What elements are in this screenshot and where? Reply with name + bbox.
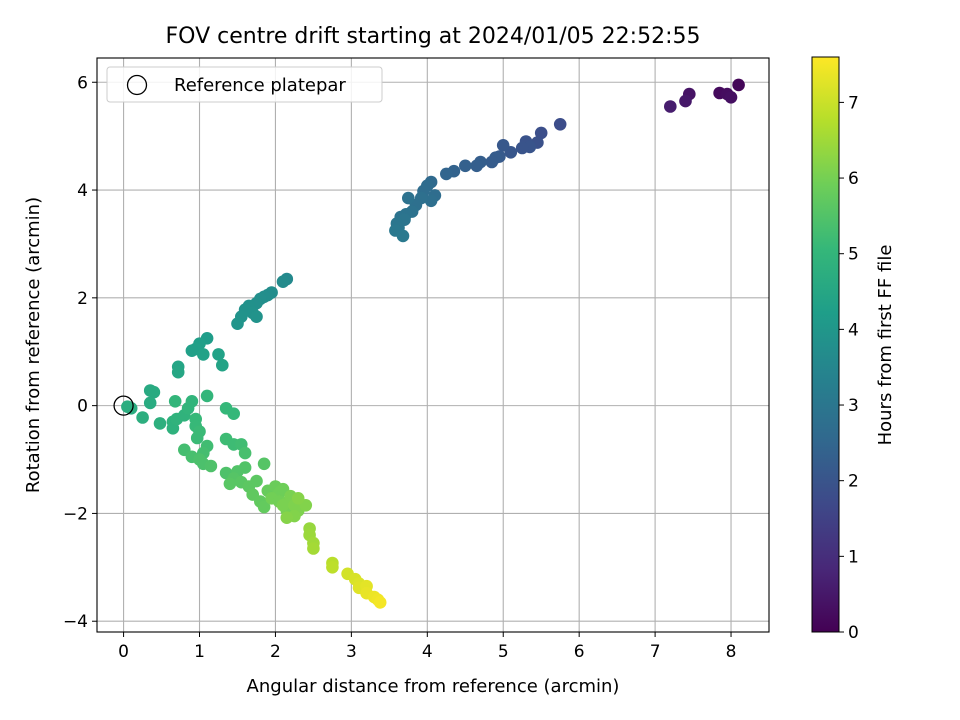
- y-axis-label: Rotation from reference (arcmin): [23, 197, 44, 493]
- data-point: [257, 457, 271, 471]
- x-tick-label: 5: [498, 642, 509, 662]
- y-tick-label: −2: [63, 504, 88, 524]
- plot-area-frame: [96, 57, 770, 633]
- legend: Reference platepar: [106, 66, 383, 103]
- y-axis-ticks: −4 −2 0 2 4 6: [63, 73, 97, 632]
- data-point: [250, 310, 263, 324]
- colorbar-tick-label: 4: [848, 320, 859, 340]
- data-point: [307, 542, 320, 555]
- data-point: [534, 126, 548, 140]
- data-point: [136, 411, 149, 424]
- x-tick-label: 0: [118, 642, 129, 662]
- data-point: [153, 417, 167, 430]
- data-point: [280, 511, 294, 524]
- data-point: [227, 407, 240, 421]
- legend-reference-marker: [126, 74, 148, 96]
- data-point: [171, 365, 185, 379]
- data-point: [424, 194, 438, 208]
- data-point: [238, 446, 252, 460]
- y-tick-label: 4: [77, 181, 88, 201]
- chart-title: FOV centre drift starting at 2024/01/05 …: [166, 24, 701, 49]
- x-tick-label: 3: [346, 642, 357, 662]
- colorbar: 0 1 2 3 4 5 6 7 Hours from first FF file: [811, 56, 896, 643]
- data-point: [143, 396, 157, 410]
- data-point: [485, 155, 499, 169]
- data-point: [216, 358, 229, 372]
- data-point: [212, 348, 225, 361]
- data-point: [396, 229, 410, 243]
- x-axis-label: Angular distance from reference (arcmin): [247, 676, 620, 697]
- data-point: [257, 500, 271, 514]
- data-point: [185, 395, 199, 408]
- legend-entry-reference-platepar: Reference platepar: [174, 75, 346, 96]
- colorbar-gradient: [811, 56, 840, 633]
- colorbar-label: Hours from first FF file: [875, 245, 896, 446]
- data-point: [197, 348, 210, 361]
- data-point: [459, 159, 472, 173]
- colorbar-tick-label: 6: [848, 169, 859, 189]
- data-point: [373, 596, 387, 609]
- colorbar-ticks: 0 1 2 3 4 5 6 7: [839, 93, 859, 643]
- data-point: [204, 459, 218, 473]
- data-point: [732, 78, 745, 92]
- data-point: [121, 400, 134, 414]
- data-point: [496, 139, 510, 152]
- data-point: [440, 167, 453, 181]
- data-point: [223, 477, 237, 491]
- points-layer: [121, 78, 745, 609]
- data-point: [190, 431, 204, 445]
- x-tick-label: 6: [574, 642, 585, 662]
- x-tick-label: 2: [270, 642, 281, 662]
- data-point: [238, 461, 252, 474]
- data-point: [679, 94, 692, 108]
- colorbar-tick-label: 7: [848, 93, 859, 113]
- data-point: [553, 118, 567, 131]
- data-point: [250, 474, 263, 488]
- y-tick-label: 2: [77, 289, 88, 309]
- colorbar-tick-label: 0: [848, 623, 859, 643]
- data-point: [291, 492, 305, 505]
- x-tick-label: 1: [194, 642, 205, 662]
- legend-box: [106, 66, 383, 103]
- reference-platepar-marker: [113, 395, 134, 416]
- x-tick-label: 4: [422, 642, 433, 662]
- colorbar-tick-label: 1: [848, 547, 859, 567]
- data-point: [515, 141, 529, 155]
- data-point: [200, 389, 214, 403]
- y-tick-label: 6: [77, 73, 88, 93]
- data-point: [470, 159, 484, 173]
- reference-marker-layer: [113, 395, 134, 416]
- y-tick-label: 0: [77, 397, 88, 417]
- colorbar-tick-label: 5: [848, 245, 859, 265]
- colorbar-tick-label: 3: [848, 396, 859, 416]
- data-point: [276, 275, 290, 289]
- data-point: [185, 344, 199, 358]
- data-point: [664, 100, 677, 113]
- x-tick-label: 8: [726, 642, 737, 662]
- data-point: [724, 91, 738, 104]
- data-point: [276, 499, 290, 512]
- y-tick-label: −4: [63, 612, 88, 632]
- x-tick-label: 7: [650, 642, 661, 662]
- colorbar-tick-label: 2: [848, 472, 859, 492]
- data-point: [326, 561, 339, 574]
- data-point: [402, 191, 415, 205]
- data-point: [147, 385, 161, 399]
- data-point: [168, 395, 182, 408]
- x-axis-ticks: 0 1 2 3 4 5 6 7 8: [118, 632, 736, 662]
- data-point: [231, 317, 244, 331]
